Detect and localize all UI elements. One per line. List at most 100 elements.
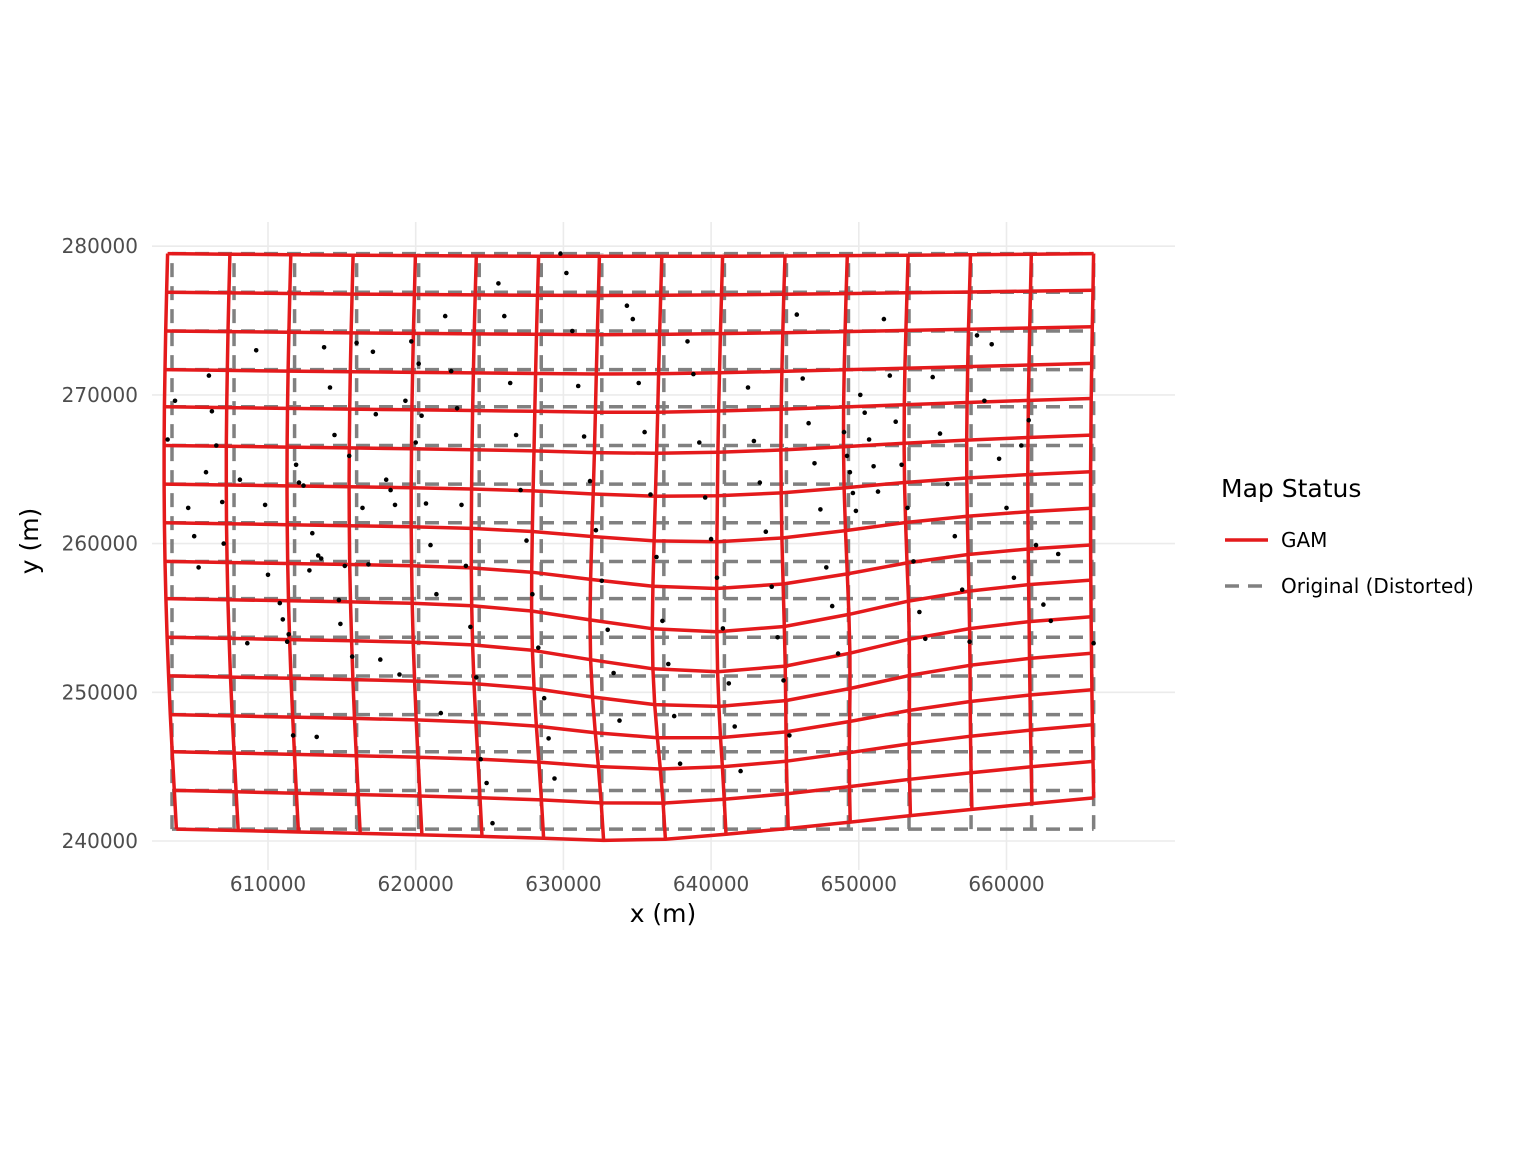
data-point	[558, 251, 563, 256]
data-point	[214, 443, 219, 448]
data-point	[442, 313, 448, 319]
data-point	[654, 554, 659, 560]
data-point	[502, 313, 507, 319]
data-point	[310, 530, 315, 536]
data-point	[423, 501, 429, 506]
y-tick-label: 270000	[62, 383, 138, 407]
data-point	[677, 761, 683, 766]
data-point	[191, 533, 197, 539]
data-point	[321, 345, 327, 350]
data-point	[327, 385, 333, 390]
data-point	[844, 453, 850, 459]
data-point	[617, 718, 622, 723]
data-point	[967, 639, 972, 644]
data-point	[858, 392, 863, 398]
data-point	[370, 349, 376, 355]
data-point	[726, 681, 732, 686]
data-point	[1041, 602, 1046, 607]
gam-vertical-line	[469, 255, 484, 837]
data-point	[800, 376, 805, 381]
data-point	[428, 542, 433, 548]
data-point	[829, 603, 835, 609]
gam-horizontal-line	[165, 325, 1093, 337]
data-point	[507, 380, 513, 386]
data-point	[286, 632, 292, 637]
x-tick-label: 610000	[230, 872, 306, 896]
data-point	[1091, 640, 1096, 646]
data-point	[899, 462, 904, 468]
data-point	[666, 661, 671, 667]
data-point	[624, 303, 630, 309]
gam-vertical-line	[162, 253, 179, 830]
data-point	[887, 373, 893, 378]
data-point	[518, 487, 523, 493]
gam-horizontal-line	[164, 506, 1091, 544]
data-point	[277, 600, 283, 606]
data-point	[290, 733, 296, 738]
data-point	[660, 618, 665, 624]
data-point	[209, 409, 215, 414]
data-point	[720, 626, 726, 631]
data-point	[342, 563, 348, 569]
data-point	[708, 536, 714, 542]
data-point	[775, 635, 780, 640]
data-point	[301, 483, 306, 488]
data-point	[787, 733, 792, 738]
data-point	[671, 713, 677, 719]
data-point	[221, 541, 226, 546]
gam-horizontal-line	[164, 361, 1092, 376]
gam-vertical-line	[779, 255, 790, 829]
data-point	[702, 495, 708, 500]
data-point	[599, 578, 605, 584]
data-point	[952, 533, 958, 539]
data-point	[806, 420, 811, 426]
data-point	[732, 724, 737, 729]
data-point	[714, 575, 720, 581]
data-point	[945, 481, 950, 487]
data-point	[866, 437, 872, 442]
gam-vertical-line	[650, 256, 668, 840]
data-point	[318, 556, 324, 561]
legend-title: Map Status	[1221, 474, 1361, 503]
gam-horizontal-line	[167, 251, 1094, 259]
data-point	[524, 538, 529, 543]
data-point	[893, 419, 898, 425]
data-point	[917, 609, 922, 615]
data-point	[280, 617, 286, 622]
data-point	[982, 398, 987, 404]
original-grid-lines	[170, 251, 1096, 831]
data-point	[307, 568, 312, 573]
gam-horizontal-line	[164, 543, 1091, 591]
data-point	[262, 502, 268, 508]
data-point	[360, 505, 365, 511]
data-point	[959, 587, 965, 592]
data-point	[265, 572, 271, 578]
data-point	[763, 529, 769, 534]
gam-vertical-line	[409, 255, 424, 835]
data-point	[937, 431, 943, 436]
gam-vertical-line	[964, 254, 974, 810]
data-point	[812, 461, 817, 466]
data-point	[605, 627, 610, 633]
data-point	[835, 651, 841, 656]
data-point	[1004, 505, 1009, 511]
y-tick-label: 280000	[62, 234, 138, 258]
data-point	[419, 413, 424, 419]
data-point	[296, 480, 302, 485]
data-point	[642, 429, 647, 435]
data-point	[989, 342, 994, 347]
data-point	[284, 639, 290, 644]
data-point	[974, 333, 980, 338]
data-point	[354, 340, 359, 346]
data-point	[648, 492, 653, 497]
data-point	[745, 385, 751, 390]
y-axis-title: y (m)	[15, 508, 44, 575]
data-point	[587, 478, 593, 484]
data-point	[1048, 618, 1054, 624]
data-point	[366, 562, 371, 567]
gam-vertical-line	[1088, 253, 1096, 798]
gam-vertical-line	[902, 255, 913, 816]
data-point	[1026, 417, 1031, 423]
x-tick-label: 630000	[525, 872, 601, 896]
